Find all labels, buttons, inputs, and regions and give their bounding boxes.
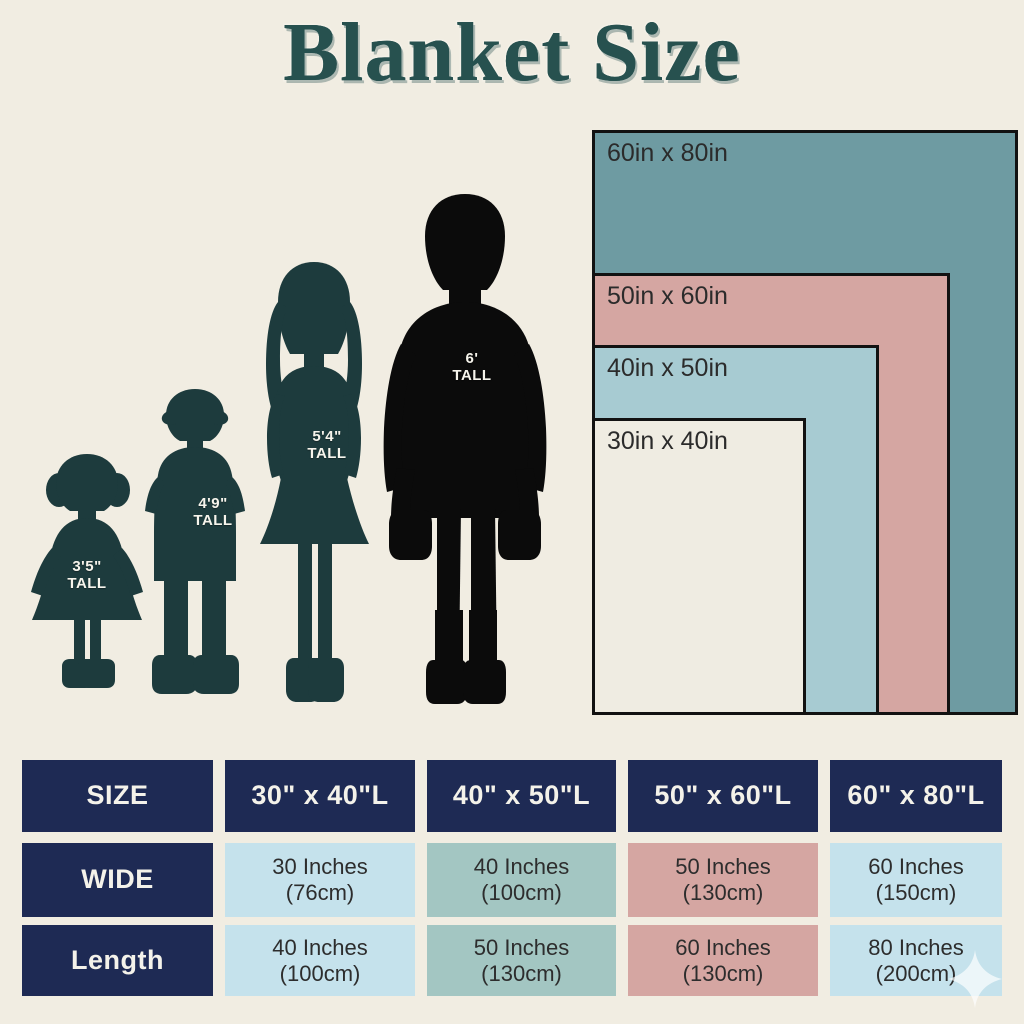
table-cell-wide-30x40: 30 Inches (76cm) (225, 843, 415, 917)
blanket-size-diagram: 60in x 80in 50in x 60in 40in x 50in 30in… (592, 130, 1018, 715)
table-cell-wide-40x50: 40 Inches (100cm) (427, 843, 616, 917)
table-cell-length-50x60: 60 Inches (130cm) (628, 925, 818, 996)
girl-silhouette: 3'5" TALL (22, 448, 152, 703)
table-header-size: SIZE (22, 760, 213, 832)
blanket-rect-60x80-label: 60in x 80in (607, 139, 728, 167)
table-cell-length-40x50: 50 Inches (130cm) (427, 925, 616, 996)
page-title-outline: Blanket Size (282, 5, 742, 101)
table-cell-length-60x80: 80 Inches (200cm) (830, 925, 1002, 996)
woman-silhouette-shape (260, 262, 369, 702)
woman-silhouette: 5'4" TALL (254, 258, 374, 708)
boy-silhouette-shape (145, 389, 245, 694)
table-header-60x80: 60" x 80"L (830, 760, 1002, 832)
table-header-row: SIZE 30" x 40"L 40" x 50"L 50" x 60"L 60… (22, 760, 1002, 832)
blanket-rect-50x60-label: 50in x 60in (607, 282, 728, 310)
girl-silhouette-shape (31, 454, 143, 688)
table-rowlabel-length: Length (22, 925, 213, 996)
blanket-rect-30x40: 30in x 40in (592, 418, 806, 715)
blanket-rect-40x50-label: 40in x 50in (607, 354, 728, 382)
man-silhouette-shape (383, 194, 547, 704)
blanket-size-table: SIZE 30" x 40"L 40" x 50"L 50" x 60"L 60… (22, 760, 1002, 1000)
table-row: WIDE 30 Inches (76cm) 40 Inches (100cm) … (22, 843, 1002, 917)
table-cell-length-30x40: 40 Inches (100cm) (225, 925, 415, 996)
table-cell-wide-50x60: 50 Inches (130cm) (628, 843, 818, 917)
page-title: Blanket Size (283, 6, 741, 99)
table-header-50x60: 50" x 60"L (628, 760, 818, 832)
table-cell-wide-60x80: 60 Inches (150cm) (830, 843, 1002, 917)
boy-silhouette: 4'9" TALL (140, 385, 250, 705)
blanket-rect-30x40-label: 30in x 40in (607, 427, 728, 455)
man-silhouette: 6' TALL (375, 190, 555, 710)
table-header-40x50: 40" x 50"L (427, 760, 616, 832)
table-rowlabel-wide: WIDE (22, 843, 213, 917)
table-row: Length 40 Inches (100cm) 50 Inches (130c… (22, 925, 1002, 996)
table-header-30x40: 30" x 40"L (225, 760, 415, 832)
